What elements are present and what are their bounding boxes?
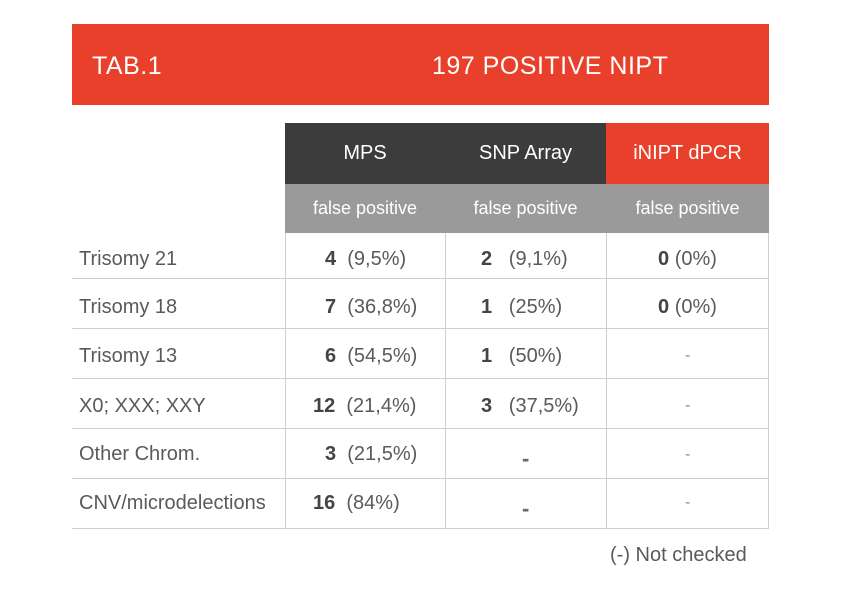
cell-count: 3 xyxy=(325,443,337,465)
cell-count: 2 xyxy=(481,248,493,270)
cell-percent: (21,5%) xyxy=(347,443,418,465)
cell-mps-other-chrom: 3 (21,5%) xyxy=(325,443,417,466)
table-title-banner: TAB.1 197 POSITIVE NIPT xyxy=(72,24,769,105)
cell-dpcr-trisomy-21: 0 (0%) xyxy=(658,248,717,271)
column-header-inipt-dpcr: iNIPT dPCR xyxy=(606,123,769,184)
subheader-inipt-dpcr: false positive xyxy=(606,184,769,233)
cell-dpcr-trisomy-13-not-checked: - xyxy=(685,347,691,364)
column-header-snp-array: SNP Array xyxy=(445,123,606,184)
column-header-mps: MPS xyxy=(285,123,445,184)
column-divider xyxy=(606,233,607,529)
cell-mps-cnv-microdelections: 16 (84%) xyxy=(313,492,400,515)
cell-percent: (9,5%) xyxy=(347,248,407,270)
cell-snp-trisomy-13: 1 (50%) xyxy=(481,345,562,368)
subheader-label: false positive xyxy=(473,198,578,218)
subheader-snp-array: false positive xyxy=(445,184,606,233)
cell-percent: (0%) xyxy=(674,248,717,270)
cell-mps-sex-chromosome: 12 (21,4%) xyxy=(313,395,416,418)
row-divider xyxy=(72,278,769,279)
cell-mps-trisomy-13: 6 (54,5%) xyxy=(325,345,417,368)
row-divider xyxy=(72,428,769,429)
cell-percent: (84%) xyxy=(346,492,400,514)
cell-count: 1 xyxy=(481,345,493,367)
cell-dpcr-cnv-microdelections-not-checked: - xyxy=(685,494,691,511)
row-divider xyxy=(72,478,769,479)
table-number: TAB.1 xyxy=(92,52,163,80)
cell-count: 16 xyxy=(313,492,336,514)
cell-percent: (9,1%) xyxy=(508,248,568,270)
cell-count: 12 xyxy=(313,395,336,417)
column-divider xyxy=(768,233,769,529)
cell-count: 3 xyxy=(481,395,493,417)
cell-snp-sex-chromosome: 3 (37,5%) xyxy=(481,395,579,418)
cell-count: 7 xyxy=(325,296,337,318)
cell-count: 4 xyxy=(325,248,337,270)
cell-snp-trisomy-18: 1 (25%) xyxy=(481,296,562,319)
row-label-trisomy-21: Trisomy 21 xyxy=(79,248,178,270)
row-divider xyxy=(72,528,769,529)
cell-dpcr-trisomy-18: 0 (0%) xyxy=(658,296,717,319)
cell-percent: (21,4%) xyxy=(346,395,417,417)
cell-count: 6 xyxy=(325,345,337,367)
table-title: 197 POSITIVE NIPT xyxy=(432,52,669,80)
cell-snp-other-chrom-not-checked: - xyxy=(522,446,530,471)
row-divider xyxy=(72,378,769,379)
row-divider xyxy=(72,328,769,329)
cell-count: 0 xyxy=(658,248,670,270)
cell-count: 0 xyxy=(658,296,670,318)
cell-snp-cnv-microdelections-not-checked: - xyxy=(522,496,530,521)
column-header-label: SNP Array xyxy=(479,142,572,164)
row-label-sex-chromosome: X0; XXX; XXY xyxy=(79,395,206,417)
cell-snp-trisomy-21: 2 (9,1%) xyxy=(481,248,568,271)
row-label-trisomy-18: Trisomy 18 xyxy=(79,296,178,318)
cell-percent: (36,8%) xyxy=(347,296,418,318)
column-divider xyxy=(445,233,446,529)
cell-percent: (0%) xyxy=(674,296,717,318)
cell-percent: (50%) xyxy=(508,345,563,367)
cell-percent: (25%) xyxy=(508,296,563,318)
subheader-label: false positive xyxy=(635,198,740,218)
cell-percent: (54,5%) xyxy=(347,345,418,367)
column-header-label: MPS xyxy=(343,142,387,164)
column-divider xyxy=(285,233,286,529)
footnote-not-checked: (-) Not checked xyxy=(610,544,747,566)
cell-dpcr-sex-chromosome-not-checked: - xyxy=(685,397,691,414)
column-header-label: iNIPT dPCR xyxy=(633,142,742,164)
row-label-trisomy-13: Trisomy 13 xyxy=(79,345,178,367)
cell-mps-trisomy-21: 4 (9,5%) xyxy=(325,248,406,271)
cell-mps-trisomy-18: 7 (36,8%) xyxy=(325,296,417,319)
row-label-other-chrom: Other Chrom. xyxy=(79,443,201,465)
cell-dpcr-other-chrom-not-checked: - xyxy=(685,446,691,463)
subheader-mps: false positive xyxy=(285,184,445,233)
cell-count: 1 xyxy=(481,296,493,318)
row-label-cnv-microdelections: CNV/microdelections xyxy=(79,492,266,514)
cell-percent: (37,5%) xyxy=(508,395,579,417)
subheader-label: false positive xyxy=(312,198,418,218)
